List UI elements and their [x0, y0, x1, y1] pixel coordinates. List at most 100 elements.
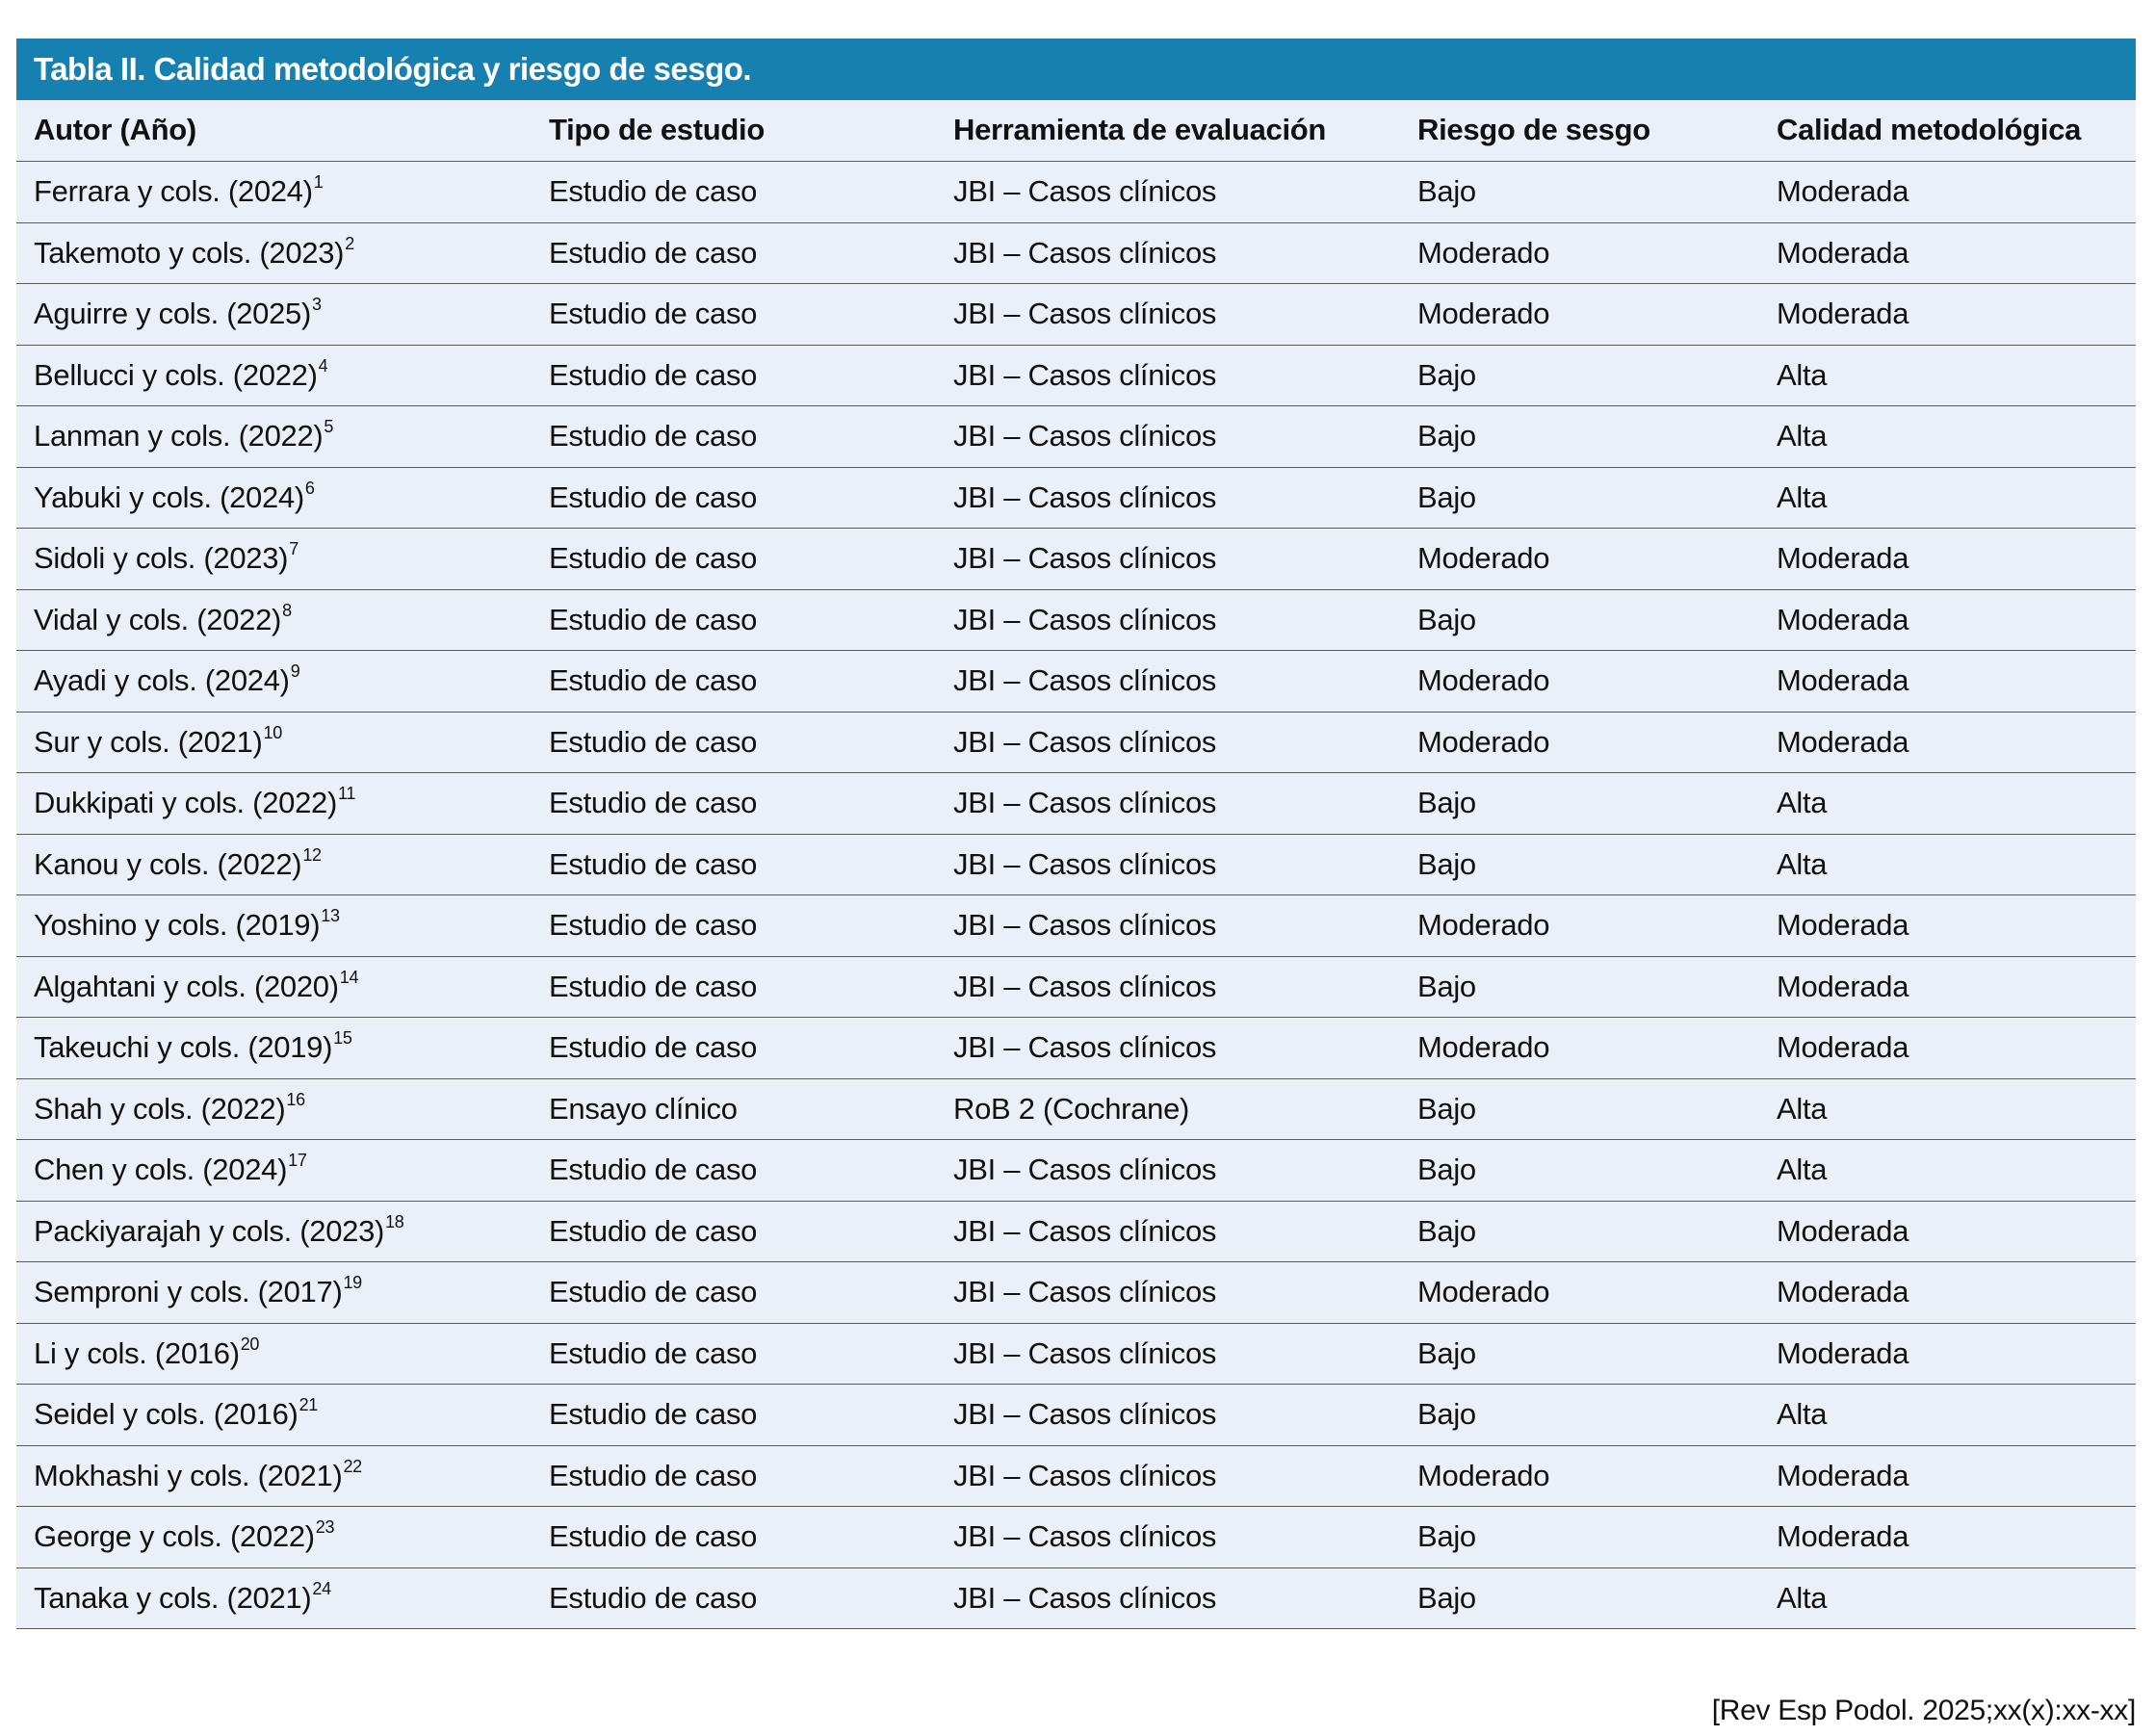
table-body: Ferrara y cols. (2024)1 Estudio de caso JB…	[16, 162, 2136, 1629]
quality-cell: Moderada	[1777, 1458, 1909, 1492]
author-cell: Kanou y cols. (2022)12	[34, 835, 322, 894]
reference-number: 4	[318, 355, 328, 376]
reference-number: 16	[286, 1089, 305, 1109]
risk-cell: Bajo	[1417, 1397, 1476, 1431]
reference-number: 12	[302, 844, 322, 865]
author-cell: Chen y cols. (2024)17	[34, 1140, 307, 1200]
risk-cell: Moderado	[1417, 297, 1550, 330]
author-cell: Dukkipati y cols. (2022)11	[34, 773, 355, 833]
risk-cell: Moderado	[1417, 663, 1550, 697]
header-author: Autor (Año)	[34, 113, 196, 146]
quality-cell: Moderada	[1777, 235, 1909, 270]
author-cell: Yabuki y cols. (2024)6	[34, 468, 315, 528]
table-row: Bellucci y cols. (2022)4 Estudio de caso J…	[16, 345, 2136, 406]
author-text: Chen y cols. (2024)	[34, 1153, 288, 1186]
risk-cell: Bajo	[1417, 602, 1476, 636]
quality-cell: Alta	[1777, 1091, 1828, 1126]
tool-cell: RoB 2 (Cochrane)	[953, 1091, 1190, 1126]
quality-cell: Moderada	[1777, 1030, 1909, 1064]
risk-cell: Bajo	[1417, 1519, 1476, 1553]
author-text: Packiyarajah y cols. (2023)	[34, 1213, 385, 1248]
study-type-cell: Estudio de caso	[549, 1580, 758, 1615]
quality-cell: Moderada	[1777, 174, 1909, 208]
author-text: Dukkipati y cols. (2022)	[34, 786, 337, 819]
study-type-cell: Estudio de caso	[549, 479, 758, 514]
author-cell: Ayadi y cols. (2024)9	[34, 651, 300, 711]
table-row: Aguirre y cols. (2025)3 Estudio de caso JB…	[16, 284, 2136, 346]
reference-number: 1	[313, 172, 324, 192]
quality-cell: Moderada	[1777, 969, 1909, 1003]
quality-cell: Moderada	[1777, 1213, 1909, 1248]
reference-number: 11	[338, 784, 356, 803]
quality-cell: Moderada	[1777, 1335, 1909, 1370]
quality-cell: Moderada	[1777, 541, 1909, 575]
reference-number: 23	[315, 1517, 335, 1537]
risk-cell: Moderado	[1417, 541, 1550, 575]
risk-cell: Moderado	[1417, 235, 1550, 270]
quality-cell: Moderada	[1777, 297, 1909, 330]
study-type-cell: Estudio de caso	[549, 297, 758, 330]
quality-cell: Alta	[1777, 479, 1828, 514]
tool-cell: JBI – Casos clínicos	[953, 419, 1217, 453]
table-row: Tanaka y cols. (2021)24 Estudio de caso JB…	[16, 1568, 2136, 1629]
tool-cell: JBI – Casos clínicos	[953, 541, 1217, 575]
author-cell: Vidal y cols. (2022)8	[34, 590, 292, 650]
study-type-cell: Estudio de caso	[549, 786, 758, 819]
reference-number: 9	[290, 661, 300, 681]
reference-number: 19	[343, 1273, 362, 1292]
table-row: Lanman y cols. (2022)5 Estudio de caso JBI…	[16, 406, 2136, 468]
reference-number: 7	[289, 539, 299, 558]
risk-cell: Bajo	[1417, 786, 1476, 819]
author-cell: Yoshino y cols. (2019)13	[34, 895, 340, 955]
author-cell: Semproni y cols. (2017)19	[34, 1262, 362, 1322]
reference-number: 13	[321, 906, 340, 925]
author-text: Kanou y cols. (2022)	[34, 846, 302, 881]
quality-cell: Alta	[1777, 846, 1828, 881]
risk-cell: Moderado	[1417, 908, 1550, 942]
author-text: Bellucci y cols. (2022)	[34, 357, 318, 392]
author-text: Yabuki y cols. (2024)	[34, 479, 304, 514]
citation-footer: [Rev Esp Podol. 2025;xx(x):xx-xx]	[1711, 1695, 2137, 1726]
risk-cell: Bajo	[1417, 969, 1476, 1003]
author-cell: Shah y cols. (2022)16	[34, 1079, 305, 1139]
risk-cell: Bajo	[1417, 1580, 1476, 1615]
author-text: Li y cols. (2016)	[34, 1335, 240, 1370]
tool-cell: JBI – Casos clínicos	[953, 969, 1217, 1003]
study-type-cell: Ensayo clínico	[549, 1091, 738, 1126]
table-row: Dukkipati y cols. (2022)11 Estudio de cas…	[16, 773, 2136, 835]
quality-cell: Moderada	[1777, 602, 1909, 636]
table-header: Autor (Año) Tipo de estudio Herramienta …	[16, 100, 2136, 162]
tool-cell: JBI – Casos clínicos	[953, 479, 1217, 514]
table-row: Packiyarajah y cols. (2023)18 Estudio de …	[16, 1201, 2136, 1262]
author-cell: Packiyarajah y cols. (2023)18	[34, 1202, 404, 1261]
table-row: George y cols. (2022)23 Estudio de caso JB…	[16, 1507, 2136, 1568]
author-text: Takemoto y cols. (2023)	[34, 235, 345, 270]
table-row: Chen y cols. (2024)17 Estudio de caso JBI …	[16, 1140, 2136, 1202]
table-row: Li y cols. (2016)20 Estudio de caso JBI – …	[16, 1323, 2136, 1385]
tool-cell: JBI – Casos clínicos	[953, 786, 1217, 819]
study-type-cell: Estudio de caso	[549, 1519, 758, 1553]
tool-cell: JBI – Casos clínicos	[953, 1397, 1217, 1431]
author-text: Shah y cols. (2022)	[34, 1091, 286, 1126]
author-text: Ferrara y cols. (2024)	[34, 174, 313, 208]
tool-cell: JBI – Casos clínicos	[953, 1275, 1217, 1308]
study-type-cell: Estudio de caso	[549, 419, 758, 453]
table-row: Algahtani y cols. (2020)14 Estudio de cas…	[16, 956, 2136, 1018]
table-title: Tabla II. Calidad metodológica y riesgo …	[16, 39, 2136, 100]
author-text: Aguirre y cols. (2025)	[34, 297, 312, 330]
author-cell: Lanman y cols. (2022)5	[34, 406, 333, 466]
study-type-cell: Estudio de caso	[549, 1275, 758, 1308]
author-cell: Aguirre y cols. (2025)3	[34, 284, 322, 344]
quality-cell: Alta	[1777, 1397, 1828, 1431]
quality-cell: Alta	[1777, 419, 1828, 453]
author-text: Ayadi y cols. (2024)	[34, 663, 290, 697]
table-row: Vidal y cols. (2022)8 Estudio de caso JBI …	[16, 589, 2136, 651]
tool-cell: JBI – Casos clínicos	[953, 602, 1217, 636]
risk-cell: Moderado	[1417, 1275, 1550, 1308]
risk-cell: Bajo	[1417, 846, 1476, 881]
tool-cell: JBI – Casos clínicos	[953, 1030, 1217, 1064]
quality-cell: Moderada	[1777, 908, 1909, 942]
table-row: Sur y cols. (2021)10 Estudio de caso JBI –…	[16, 712, 2136, 773]
author-cell: Sidoli y cols. (2023)7	[34, 529, 299, 588]
header-quality: Calidad metodológica	[1777, 113, 2082, 146]
